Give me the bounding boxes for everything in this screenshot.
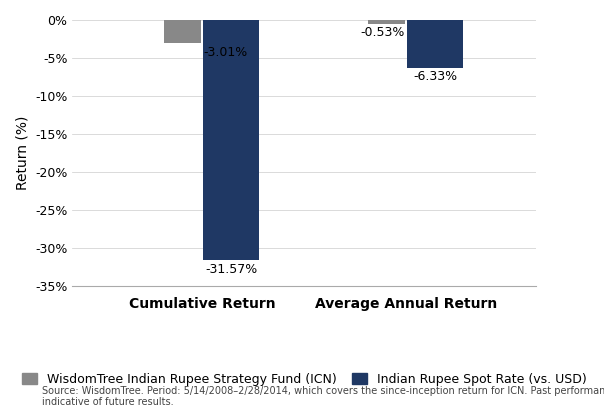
Text: -3.01%: -3.01% xyxy=(204,46,248,59)
Bar xyxy=(368,20,405,24)
Bar xyxy=(164,20,201,43)
Bar xyxy=(204,20,259,259)
Bar xyxy=(407,20,463,68)
Legend: WisdomTree Indian Rupee Strategy Fund (ICN), Indian Rupee Spot Rate (vs. USD): WisdomTree Indian Rupee Strategy Fund (I… xyxy=(17,368,591,391)
Text: -6.33%: -6.33% xyxy=(413,70,457,83)
Text: -31.57%: -31.57% xyxy=(205,264,257,276)
Text: -0.53%: -0.53% xyxy=(361,26,405,39)
Text: Source: WisdomTree. Period: 5/14/2008–2/28/2014, which covers the since-inceptio: Source: WisdomTree. Period: 5/14/2008–2/… xyxy=(42,386,604,407)
Y-axis label: Return (%): Return (%) xyxy=(16,115,30,190)
